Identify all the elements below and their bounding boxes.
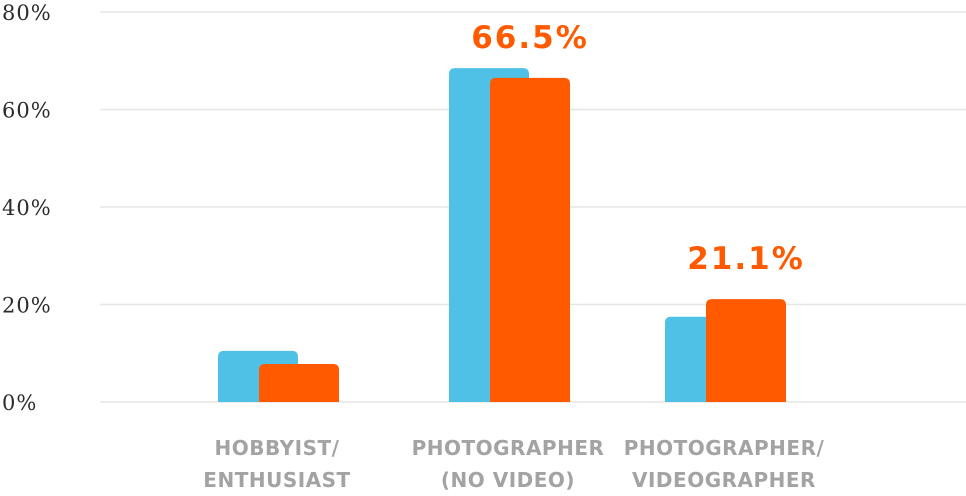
bar-series-2: [490, 77, 570, 402]
x-category-label: HOBBYIST/: [215, 436, 340, 460]
data-label: 66.5%: [471, 20, 589, 56]
bars: [218, 68, 786, 402]
x-axis-categories: HOBBYIST/ENTHUSIAST PHOTOGRAPHER (NO VIDEO…: [203, 436, 824, 492]
y-tick-label: 60%: [2, 99, 52, 123]
x-category-label: ENTHUSIAST: [203, 468, 350, 492]
x-category-label: VIDEOGRAPHER: [632, 468, 816, 492]
data-label: 21.1%: [687, 241, 805, 277]
bar-series-2: [259, 363, 339, 402]
y-tick-label: 80%: [2, 1, 52, 25]
x-category-label: (NO VIDEO): [441, 468, 575, 492]
y-tick-label: 0%: [2, 391, 37, 415]
x-category-label: PHOTOGRAPHER/: [624, 436, 825, 460]
x-category-label: PHOTOGRAPHER: [412, 436, 605, 460]
data-labels: 66.5% 21.1%: [471, 20, 805, 277]
y-tick-label: 40%: [2, 196, 52, 220]
bar-series-2: [706, 299, 786, 402]
y-axis-ticks: 0% 20% 40% 60% 80%: [2, 1, 52, 415]
y-tick-label: 20%: [2, 294, 52, 318]
